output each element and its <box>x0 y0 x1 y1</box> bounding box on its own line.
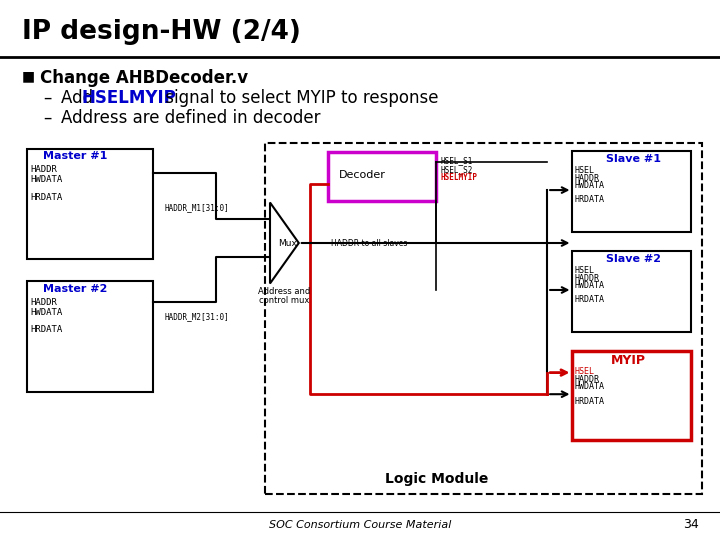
Text: Master #2: Master #2 <box>43 284 107 294</box>
Text: Add: Add <box>61 89 99 107</box>
Text: HSEL: HSEL <box>575 166 595 176</box>
FancyBboxPatch shape <box>572 251 691 332</box>
Text: –: – <box>43 89 52 107</box>
Text: Master #1: Master #1 <box>43 151 107 161</box>
Text: HRDATA: HRDATA <box>30 325 63 334</box>
Text: HADDR: HADDR <box>30 298 57 307</box>
Text: HRDATA: HRDATA <box>575 195 605 205</box>
Text: Slave #1: Slave #1 <box>606 154 661 164</box>
Text: signal to select MYIP to response: signal to select MYIP to response <box>160 89 438 107</box>
Text: HWDATA: HWDATA <box>575 281 605 291</box>
Text: HRDATA: HRDATA <box>575 295 605 305</box>
Text: Address and: Address and <box>258 287 310 296</box>
Text: Change AHBDecoder.v: Change AHBDecoder.v <box>40 69 248 87</box>
Text: MYIP: MYIP <box>611 354 646 367</box>
Text: IP design-HW (2/4): IP design-HW (2/4) <box>22 19 300 45</box>
Text: HSELMYIP: HSELMYIP <box>441 173 477 182</box>
Text: Address are defined in decoder: Address are defined in decoder <box>61 109 320 127</box>
Text: HSEL_S1: HSEL_S1 <box>441 157 473 166</box>
Text: Slave #2: Slave #2 <box>606 254 661 264</box>
Text: HWDATA: HWDATA <box>30 176 63 185</box>
FancyBboxPatch shape <box>572 351 691 440</box>
Text: ■: ■ <box>22 69 35 83</box>
Text: HRDATA: HRDATA <box>575 397 605 406</box>
Text: HADDR: HADDR <box>575 274 600 283</box>
Text: SOC Consortium Course Material: SOC Consortium Course Material <box>269 520 451 530</box>
FancyBboxPatch shape <box>27 148 153 259</box>
Text: HSELMYIP: HSELMYIP <box>81 89 176 107</box>
Text: Logic Module: Logic Module <box>385 472 489 486</box>
FancyBboxPatch shape <box>27 281 153 392</box>
Text: 34: 34 <box>683 518 698 531</box>
Text: HWDATA: HWDATA <box>575 181 605 191</box>
FancyBboxPatch shape <box>572 151 691 232</box>
Text: HADDR: HADDR <box>575 375 600 384</box>
Text: HRDATA: HRDATA <box>30 193 63 202</box>
FancyBboxPatch shape <box>265 143 702 494</box>
Text: –: – <box>43 109 52 127</box>
Text: control mux: control mux <box>259 296 310 305</box>
Text: HADDR_M1[31:0]: HADDR_M1[31:0] <box>164 202 229 212</box>
Text: HWDATA: HWDATA <box>30 308 63 317</box>
Text: HADDR: HADDR <box>575 174 600 183</box>
Text: HSEL_S2: HSEL_S2 <box>441 165 473 174</box>
Text: Mux: Mux <box>278 239 297 247</box>
Text: HWDATA: HWDATA <box>575 382 605 392</box>
FancyBboxPatch shape <box>328 152 436 201</box>
Text: HADDR_M2[31:0]: HADDR_M2[31:0] <box>164 312 229 321</box>
Polygon shape <box>270 202 299 284</box>
Text: HADDR: HADDR <box>30 165 57 174</box>
Text: Decoder: Decoder <box>338 171 386 180</box>
Text: HADDR to all slaves: HADDR to all slaves <box>331 239 408 248</box>
Text: HSEL: HSEL <box>575 367 595 376</box>
Text: HSEL: HSEL <box>575 266 595 275</box>
